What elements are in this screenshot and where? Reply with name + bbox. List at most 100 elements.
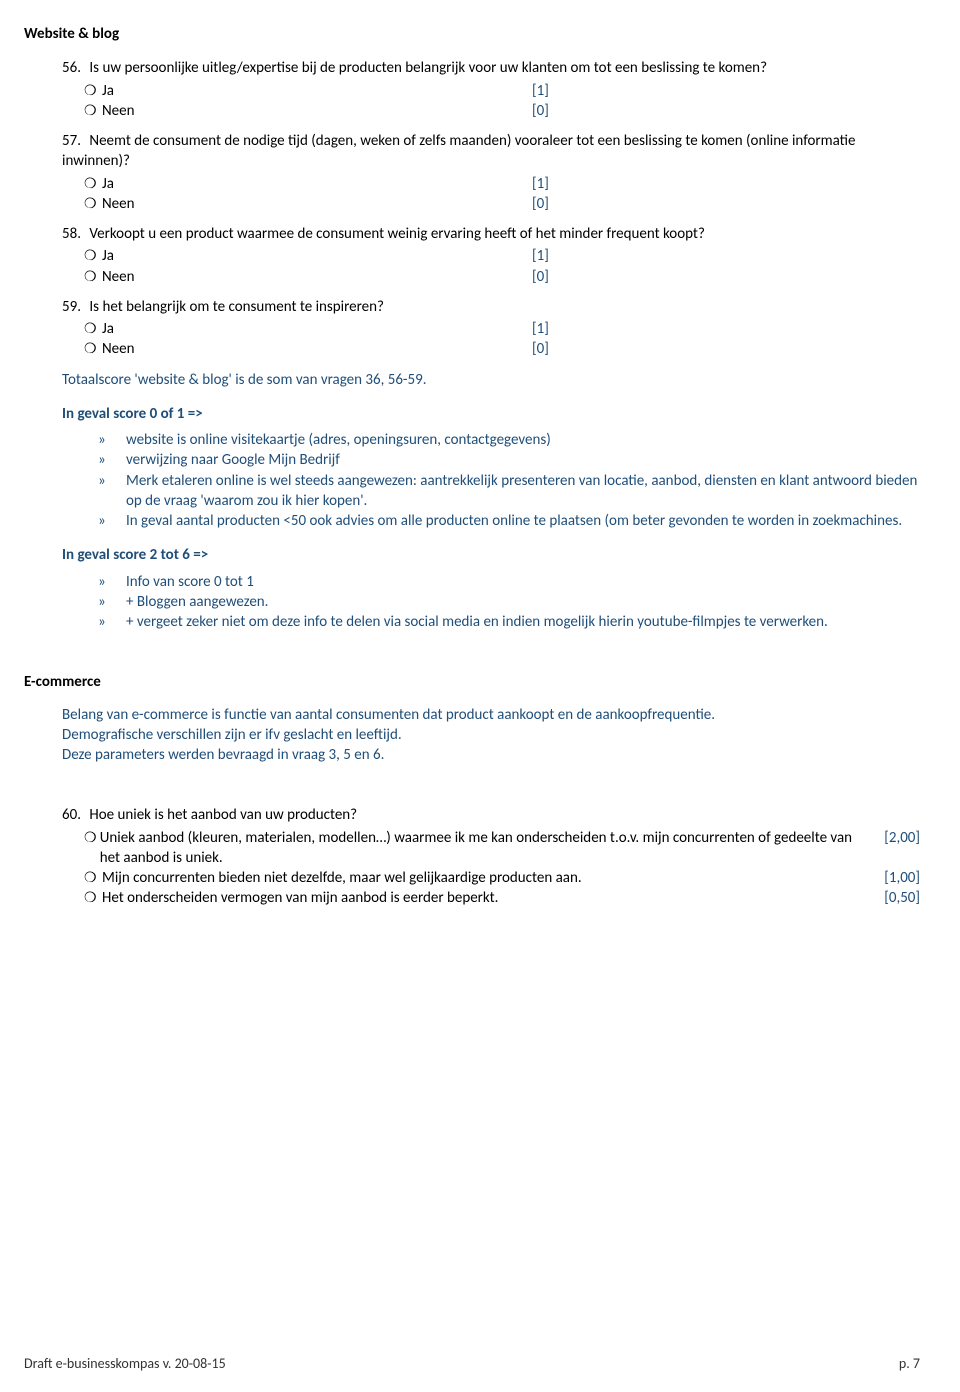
guillemet-icon: » [98,471,126,512]
option-label: Uniek aanbod (kleuren, materialen, model… [100,828,885,869]
section-website-title: Website & blog [24,24,920,44]
option-row: ❍ Neen [0] [84,101,920,121]
intro-line: Belang van e-commerce is functie van aan… [62,705,920,725]
guillemet-icon: » [98,430,126,450]
question-text: 60. Hoe uniek is het aanbod van uw produ… [62,805,920,825]
guillemet-icon: » [98,612,126,632]
question-57: 57. Neemt de consument de nodige tijd (d… [62,131,920,214]
radio-icon[interactable]: ❍ [84,102,102,121]
radio-icon[interactable]: ❍ [84,268,102,287]
document-page: Website & blog 56. Is uw persoonlijke ui… [0,0,960,1392]
option-row: ❍ Uniek aanbod (kleuren, materialen, mod… [84,828,920,869]
option-score: [2,00] [884,828,920,848]
option-score: [1] [532,174,549,194]
guillemet-icon: » [98,592,126,612]
ecommerce-intro: Belang van e-commerce is functie van aan… [62,705,920,766]
radio-icon[interactable]: ❍ [84,340,102,359]
guillemet-icon: » [98,572,126,592]
option-score: [0] [532,101,549,121]
option-score: [0,50] [884,888,920,908]
list-item: » + vergeet zeker niet om deze info te d… [98,612,920,632]
page-footer: Draft e-businesskompas v. 20-08-15 p. 7 [24,1355,920,1374]
option-row: ❍ Ja [1] [84,246,920,266]
option-label: Neen [102,339,532,359]
option-label: Neen [102,101,532,121]
radio-icon[interactable]: ❍ [84,175,102,194]
option-label: Mijn concurrenten bieden niet dezelfde, … [102,868,884,888]
section-ecommerce-title: E-commerce [24,672,920,692]
option-score: [1] [532,246,549,266]
option-label: Ja [102,81,532,101]
question-text: 56. Is uw persoonlijke uitleg/expertise … [62,58,920,78]
radio-icon[interactable]: ❍ [84,195,102,214]
option-row: ❍ Neen [0] [84,267,920,287]
option-score: [1] [532,81,549,101]
option-score: [0] [532,267,549,287]
option-label: Neen [102,267,532,287]
option-row: ❍ Mijn concurrenten bieden niet dezelfde… [84,868,920,888]
question-text: 57. Neemt de consument de nodige tijd (d… [62,131,920,172]
condition-2-6-list: » Info van score 0 tot 1 » + Bloggen aan… [98,572,920,633]
question-body: Hoe uniek is het aanbod van uw producten… [89,806,357,824]
radio-icon[interactable]: ❍ [84,320,102,339]
question-number: 57. [62,131,86,151]
option-label: Het onderscheiden vermogen van mijn aanb… [102,888,884,908]
radio-icon[interactable]: ❍ [84,247,102,266]
option-label: Ja [102,246,532,266]
list-item-text: Info van score 0 tot 1 [126,572,920,592]
list-item: » verwijzing naar Google Mijn Bedrijf [98,450,920,470]
radio-icon[interactable]: ❍ [84,829,100,848]
list-item: » Merk etaleren online is wel steeds aan… [98,471,920,512]
question-body: Is uw persoonlijke uitleg/expertise bij … [89,59,767,77]
intro-line: Deze parameters werden bevraagd in vraag… [62,745,920,765]
radio-icon[interactable]: ❍ [84,869,102,888]
question-number: 60. [62,805,86,825]
condition-2-6-title: In geval score 2 tot 6 => [62,545,920,565]
option-score: [1,00] [884,868,920,888]
option-score: [0] [532,194,549,214]
radio-icon[interactable]: ❍ [84,82,102,101]
option-label: Ja [102,174,532,194]
list-item: » In geval aantal producten <50 ook advi… [98,511,920,531]
option-label: Neen [102,194,532,214]
question-number: 56. [62,58,86,78]
list-item-text: website is online visitekaartje (adres, … [126,430,920,450]
question-body: Verkoopt u een product waarmee de consum… [89,225,705,243]
question-56: 56. Is uw persoonlijke uitleg/expertise … [62,58,920,121]
list-item: » + Bloggen aangewezen. [98,592,920,612]
option-row: ❍ Neen [0] [84,339,920,359]
list-item-text: In geval aantal producten <50 ook advies… [126,511,920,531]
condition-0-1-title: In geval score 0 of 1 => [62,404,920,424]
question-body: Neemt de consument de nodige tijd (dagen… [62,132,855,170]
list-item-text: + Bloggen aangewezen. [126,592,920,612]
question-58: 58. Verkoopt u een product waarmee de co… [62,224,920,287]
intro-line: Demografische verschillen zijn er ifv ge… [62,725,920,745]
option-row: ❍ Ja [1] [84,319,920,339]
list-item-text: verwijzing naar Google Mijn Bedrijf [126,450,920,470]
option-row: ❍ Ja [1] [84,81,920,101]
question-60: 60. Hoe uniek is het aanbod van uw produ… [62,805,920,908]
guillemet-icon: » [98,450,126,470]
list-item: » website is online visitekaartje (adres… [98,430,920,450]
footer-left: Draft e-businesskompas v. 20-08-15 [24,1355,226,1374]
option-row: ❍ Neen [0] [84,194,920,214]
option-row: ❍ Ja [1] [84,174,920,194]
totalscore-note: Totaalscore 'website & blog' is de som v… [62,370,920,390]
question-59: 59. Is het belangrijk om te consument te… [62,297,920,360]
question-number: 58. [62,224,86,244]
question-text: 58. Verkoopt u een product waarmee de co… [62,224,920,244]
option-row: ❍ Het onderscheiden vermogen van mijn aa… [84,888,920,908]
question-text: 59. Is het belangrijk om te consument te… [62,297,920,317]
footer-right: p. 7 [899,1355,920,1374]
question-body: Is het belangrijk om te consument te ins… [89,298,384,316]
list-item-text: + vergeet zeker niet om deze info te del… [126,612,920,632]
option-score: [0] [532,339,549,359]
question-number: 59. [62,297,86,317]
radio-icon[interactable]: ❍ [84,889,102,908]
condition-0-1-list: » website is online visitekaartje (adres… [98,430,920,531]
list-item: » Info van score 0 tot 1 [98,572,920,592]
list-item-text: Merk etaleren online is wel steeds aange… [126,471,920,512]
guillemet-icon: » [98,511,126,531]
option-label: Ja [102,319,532,339]
option-score: [1] [532,319,549,339]
